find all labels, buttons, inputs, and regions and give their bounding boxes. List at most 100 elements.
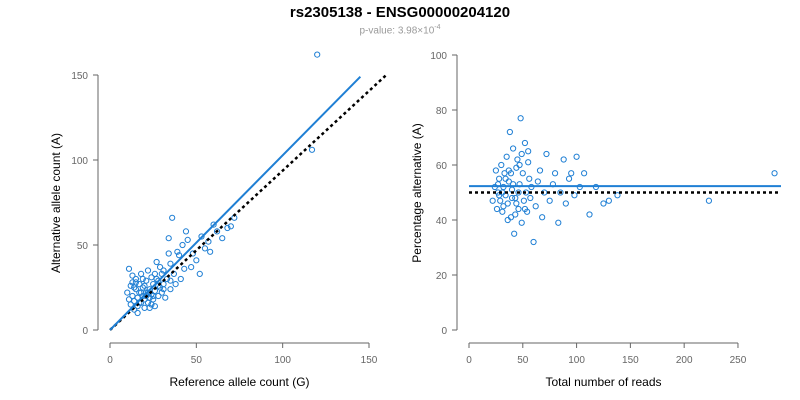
data-point	[496, 175, 503, 182]
data-point	[132, 275, 139, 283]
x-tick-label: 50	[191, 355, 203, 366]
data-point	[167, 277, 174, 284]
data-point	[134, 309, 141, 317]
data-point	[543, 150, 550, 158]
x-tick-label: 150	[361, 355, 378, 366]
data-point	[160, 286, 167, 293]
data-point	[179, 241, 186, 249]
data-point	[502, 175, 509, 182]
data-point	[534, 178, 541, 185]
data-point	[517, 115, 524, 122]
data-point	[705, 197, 713, 204]
data-point	[489, 197, 496, 204]
data-point	[568, 170, 575, 177]
data-point	[515, 189, 522, 196]
data-point	[188, 264, 195, 271]
data-point	[504, 200, 511, 207]
data-point	[508, 194, 516, 202]
figure-title: rs2305138 - ENSG00000204120	[289, 4, 511, 21]
data-point	[167, 286, 174, 293]
data-point	[573, 153, 580, 160]
x-axis-label: Reference allele count (G)	[169, 375, 309, 389]
data-point	[131, 284, 138, 291]
data-point	[614, 192, 621, 199]
data-point	[193, 257, 200, 264]
data-point	[201, 245, 209, 252]
data-point	[314, 51, 321, 58]
data-point	[505, 167, 512, 174]
y-tick-label: 40	[436, 216, 448, 227]
x-tick-label: 100	[274, 355, 291, 366]
data-point	[181, 265, 188, 272]
x-tick-label: 100	[568, 355, 585, 366]
data-point	[562, 200, 569, 207]
y-tick-label: 20	[436, 271, 448, 282]
data-point	[162, 294, 169, 301]
data-point	[213, 228, 221, 235]
data-point	[546, 197, 553, 204]
y-tick-label: 0	[441, 326, 447, 337]
data-point	[557, 189, 564, 196]
data-point	[182, 228, 190, 235]
data-point	[175, 252, 183, 259]
data-point	[139, 275, 146, 283]
data-point	[492, 167, 499, 174]
y-tick-label: 150	[71, 71, 88, 82]
y-tick-label: 100	[71, 156, 88, 167]
y-tick-label: 100	[430, 51, 447, 62]
data-point	[155, 277, 162, 284]
data-point	[198, 233, 205, 240]
data-point	[151, 270, 158, 277]
data-point	[146, 304, 153, 311]
data-point	[150, 292, 157, 300]
data-point	[519, 170, 526, 177]
x-tick-label: 250	[730, 355, 747, 366]
data-point	[497, 197, 504, 204]
data-point	[560, 156, 567, 163]
data-point	[521, 139, 529, 147]
data-point	[600, 200, 607, 207]
data-point	[516, 161, 523, 169]
data-point	[219, 235, 226, 242]
data-point	[551, 170, 559, 177]
data-point	[165, 250, 172, 257]
data-point	[520, 197, 527, 204]
data-point	[189, 250, 196, 257]
data-point	[137, 270, 145, 277]
data-point	[510, 145, 517, 152]
figure-subtitle: p-value: 3.98×10-4	[0, 24, 800, 36]
chart-panel-1: 0 50 100 150 0 50 100 150 Reference allele count…	[49, 51, 388, 389]
y-axis-label: Alternative allele count (A)	[49, 133, 63, 273]
x-tick-label: 0	[466, 355, 472, 366]
data-point	[504, 216, 511, 224]
x-tick-label: 150	[622, 355, 639, 366]
data-point	[586, 211, 593, 218]
data-point	[167, 260, 174, 267]
x-tick-label: 200	[676, 355, 693, 366]
data-point	[513, 200, 520, 207]
data-point	[141, 304, 148, 311]
data-point	[771, 170, 778, 177]
data-point	[518, 150, 525, 158]
data-point	[536, 167, 544, 174]
data-point	[137, 289, 145, 296]
data-point	[521, 205, 529, 213]
data-point	[148, 301, 155, 308]
data-point	[153, 258, 160, 266]
data-point	[498, 161, 505, 169]
fit-line	[109, 75, 362, 331]
data-point	[555, 219, 562, 226]
data-point	[530, 238, 537, 246]
data-point	[605, 197, 612, 204]
data-point	[136, 289, 143, 296]
x-tick-label: 50	[517, 355, 529, 366]
data-point	[581, 170, 588, 177]
data-point	[532, 203, 539, 210]
data-point	[515, 205, 522, 213]
data-point	[141, 282, 148, 289]
data-point	[127, 282, 134, 289]
y-tick-label: 60	[436, 161, 448, 172]
data-point	[144, 267, 152, 274]
data-point	[125, 265, 133, 272]
data-point	[129, 292, 136, 300]
